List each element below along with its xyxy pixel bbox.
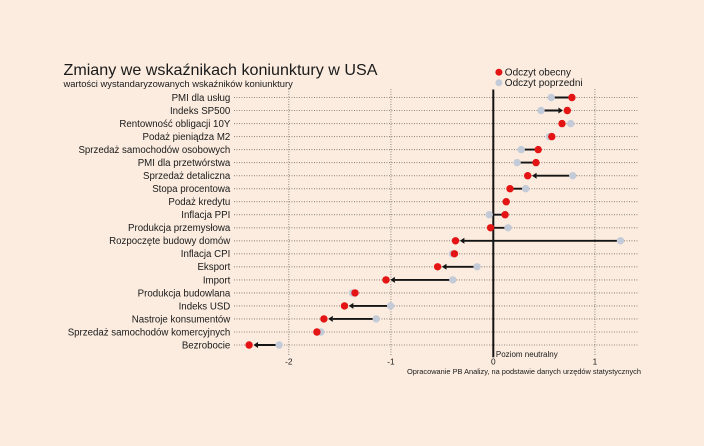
svg-text:PMI dla przetwórstwa: PMI dla przetwórstwa: [138, 158, 231, 169]
svg-text:Odczyt obecny: Odczyt obecny: [505, 67, 571, 78]
svg-text:Podaż pieniądza M2: Podaż pieniądza M2: [143, 132, 231, 143]
svg-text:Opracowanie PB Analizy, na pod: Opracowanie PB Analizy, na podstawie dan…: [407, 367, 641, 376]
svg-text:Bezrobocie: Bezrobocie: [182, 340, 230, 351]
svg-text:wartości wystandaryzowanych ws: wartości wystandaryzowanych wskaźników k…: [63, 78, 294, 89]
svg-text:Rentowność obligacji 10Y: Rentowność obligacji 10Y: [119, 119, 230, 130]
svg-text:Sprzedaż samochodów osobowych: Sprzedaż samochodów osobowych: [78, 145, 230, 156]
svg-text:Sprzedaż samochodów komercyjny: Sprzedaż samochodów komercyjnych: [68, 327, 231, 338]
svg-text:PMI dla usług: PMI dla usług: [172, 93, 231, 104]
svg-text:Import: Import: [203, 275, 231, 286]
svg-text:Odczyt poprzedni: Odczyt poprzedni: [505, 78, 583, 89]
svg-text:Indeks USD: Indeks USD: [179, 301, 231, 312]
svg-text:Podaż kredytu: Podaż kredytu: [168, 197, 230, 208]
svg-text:Inflacja CPI: Inflacja CPI: [181, 249, 231, 260]
svg-text:Indeks SP500: Indeks SP500: [170, 106, 231, 117]
svg-text:Sprzedaż detaliczna: Sprzedaż detaliczna: [143, 171, 231, 182]
svg-text:Eksport: Eksport: [197, 262, 230, 273]
svg-text:-2: -2: [285, 357, 293, 367]
svg-text:0: 0: [491, 357, 496, 367]
svg-text:Inflacja PPI: Inflacja PPI: [181, 210, 230, 221]
svg-text:Poziom neutralny: Poziom neutralny: [496, 350, 558, 359]
svg-text:Zmiany we wskaźnikach koniunkt: Zmiany we wskaźnikach koniunktury w USA: [64, 61, 378, 79]
svg-text:Produkcja budowlana: Produkcja budowlana: [138, 288, 231, 299]
svg-text:Nastroje konsumentów: Nastroje konsumentów: [132, 314, 232, 325]
svg-text:1: 1: [593, 357, 598, 367]
svg-text:Rozpoczęte budowy domów: Rozpoczęte budowy domów: [109, 236, 231, 247]
svg-text:Produkcja przemysłowa: Produkcja przemysłowa: [128, 223, 231, 234]
svg-text:Stopa procentowa: Stopa procentowa: [152, 184, 231, 195]
svg-text:-1: -1: [387, 357, 395, 367]
